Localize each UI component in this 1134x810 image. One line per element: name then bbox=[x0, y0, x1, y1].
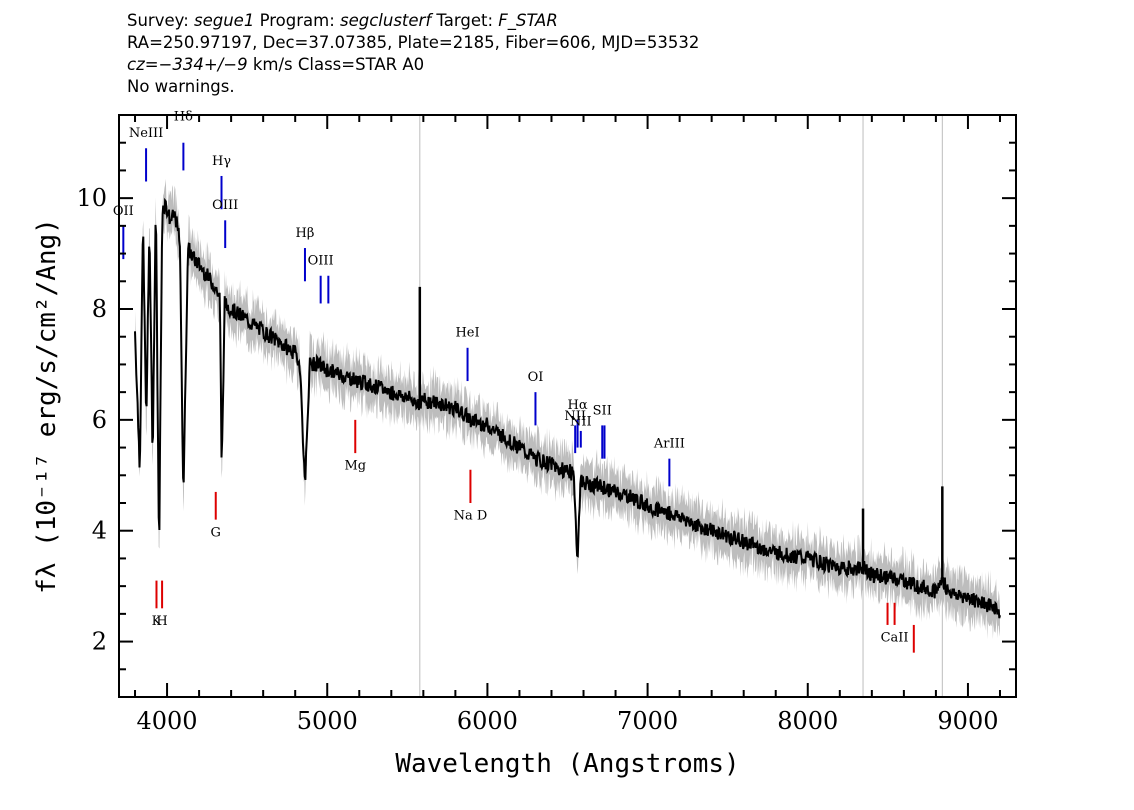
axis-ticks bbox=[119, 115, 1016, 697]
program-value: segclusterf bbox=[340, 11, 432, 30]
program-label: Program: bbox=[254, 11, 340, 30]
emission-line-label: OI bbox=[528, 370, 544, 385]
survey-value: segue1 bbox=[194, 11, 255, 30]
line-markers-layer: OIINeIIIHδHγOIIIHβOIIIHeIOINIIHαNIISIIAr… bbox=[113, 110, 915, 653]
emission-line-label: Hβ bbox=[296, 226, 315, 241]
y-tick-label: 2 bbox=[92, 628, 107, 656]
x-tick-label: 4000 bbox=[137, 707, 198, 735]
x-tick-label: 8000 bbox=[777, 707, 838, 735]
emission-line-label: Hα bbox=[568, 398, 588, 413]
target-label: Target: bbox=[431, 11, 499, 30]
absorption-line-label: K bbox=[152, 614, 162, 629]
absorption-line-label: G bbox=[211, 525, 221, 540]
emission-line-label: OIII bbox=[308, 254, 334, 269]
plot-frame bbox=[118, 114, 1017, 698]
absorption-line-label: CaII bbox=[881, 631, 909, 646]
emission-line-label: NII bbox=[564, 409, 586, 424]
header-line-redshift: cz=−334+/−9 km/s Class=STAR A0 bbox=[127, 54, 699, 76]
target-value: F_STAR bbox=[498, 11, 558, 30]
header-line-coordinates: RA=250.97197, Dec=37.07385, Plate=2185, … bbox=[127, 33, 700, 52]
x-tick-label: 7000 bbox=[617, 707, 678, 735]
emission-line-label: ArIII bbox=[653, 437, 685, 452]
tick-labels: 4000 5000 6000 7000 8000 9000 2 4 6 8 10 bbox=[76, 184, 998, 735]
y-axis-label: fλ (10⁻¹⁷ erg/s/cm²/Ang) bbox=[32, 218, 62, 594]
emission-line-label: OII bbox=[113, 204, 134, 219]
flux-series-line bbox=[134, 197, 1001, 619]
y-tick-label: 10 bbox=[76, 184, 107, 212]
x-axis-label: Wavelength (Angstroms) bbox=[395, 749, 739, 779]
emission-line-label: Hδ bbox=[174, 110, 193, 125]
absorption-line-label: Mg bbox=[344, 459, 366, 474]
y-tick-label: 4 bbox=[92, 517, 107, 545]
emission-line-label: NeIII bbox=[129, 126, 163, 141]
emission-line-label: HeI bbox=[455, 326, 479, 341]
emission-line-label: NII bbox=[570, 414, 592, 429]
emission-line-label: SII bbox=[593, 403, 612, 418]
class-info: km/s Class=STAR A0 bbox=[247, 55, 425, 74]
absorption-line-label: Na D bbox=[454, 509, 488, 524]
x-tick-label: 6000 bbox=[457, 707, 518, 735]
redshift-value: cz=−334+/−9 bbox=[127, 55, 248, 74]
survey-label: Survey: bbox=[127, 11, 194, 30]
y-tick-label: 8 bbox=[92, 295, 107, 323]
emission-line-label: Hγ bbox=[212, 154, 231, 169]
spectrum-header: Survey: segue1 Program: segclusterf Targ… bbox=[127, 10, 699, 98]
x-tick-label: 9000 bbox=[937, 707, 998, 735]
flux-layer bbox=[134, 197, 1001, 619]
header-line-survey: Survey: segue1 Program: segclusterf Targ… bbox=[127, 10, 699, 32]
emission-line-label: OIII bbox=[212, 198, 238, 213]
absorption-line-label: H bbox=[156, 614, 167, 629]
y-tick-label: 6 bbox=[92, 406, 107, 434]
x-tick-label: 5000 bbox=[297, 707, 358, 735]
header-line-warnings: No warnings. bbox=[127, 77, 235, 96]
